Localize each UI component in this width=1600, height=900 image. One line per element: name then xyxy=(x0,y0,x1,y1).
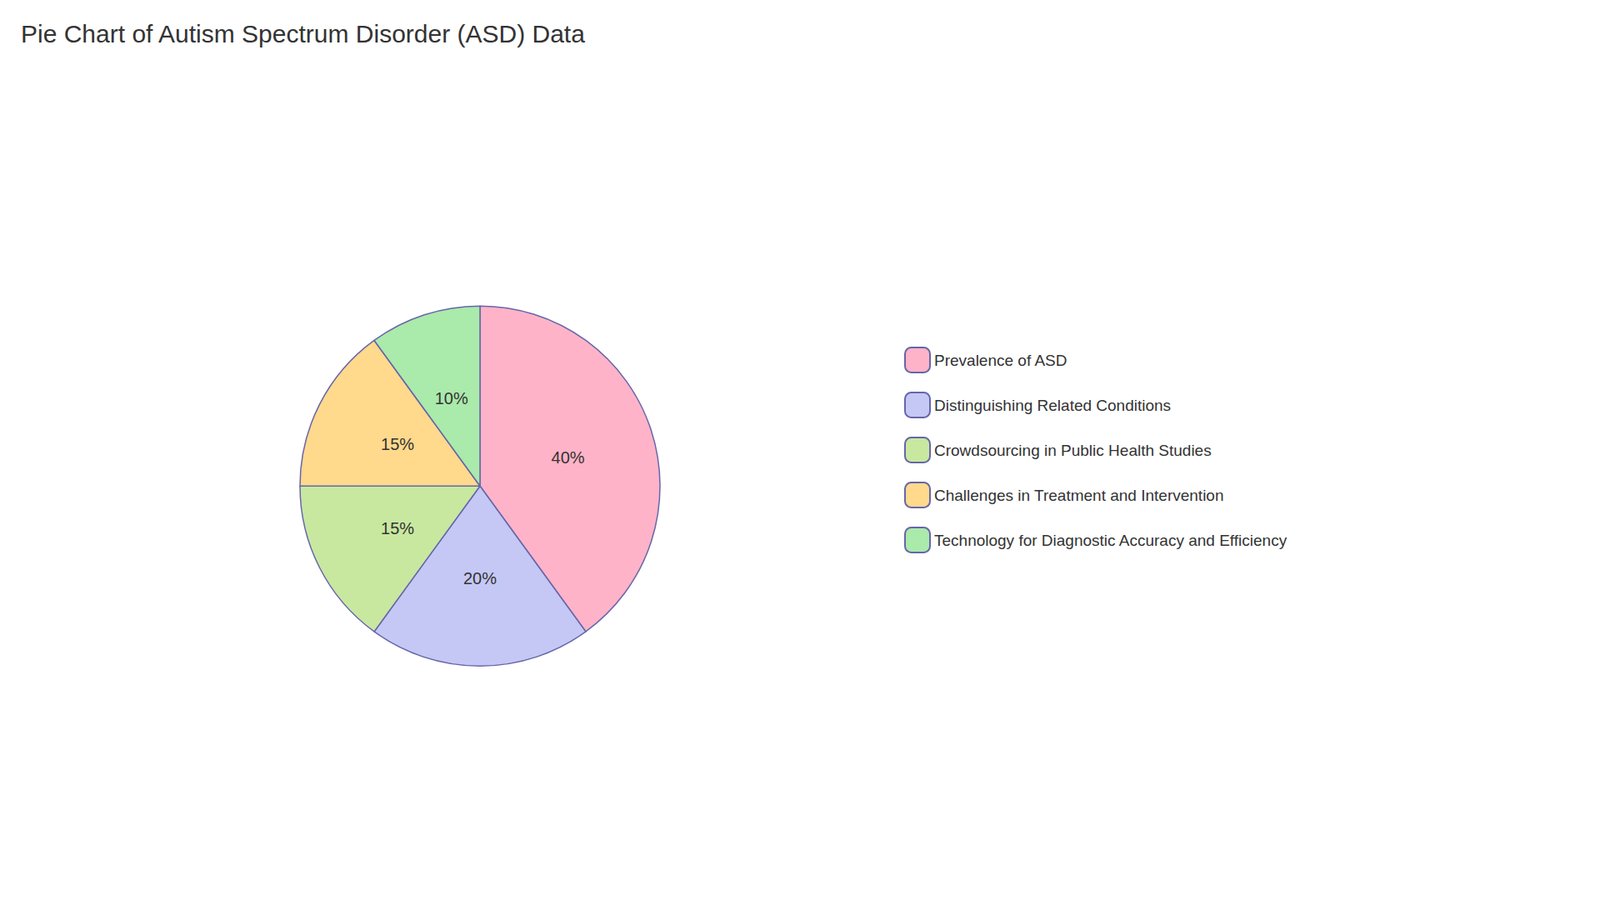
svg-text:15%: 15% xyxy=(380,519,415,538)
svg-text:Crowdsourcing in Public Health: Crowdsourcing in Public Health Studies xyxy=(934,441,1212,460)
svg-text:Pie Chart of Autism Spectrum D: Pie Chart of Autism Spectrum Disorder (A… xyxy=(20,20,585,48)
svg-text:10%: 10% xyxy=(435,389,469,408)
svg-text:15%: 15% xyxy=(380,435,415,454)
svg-text:Prevalence of ASD: Prevalence of ASD xyxy=(934,351,1067,370)
svg-text:Distinguishing Related Conditi: Distinguishing Related Conditions xyxy=(934,396,1171,415)
svg-text:20%: 20% xyxy=(463,569,497,588)
svg-text:Technology for Diagnostic Accu: Technology for Diagnostic Accuracy and E… xyxy=(934,531,1288,550)
svg-text:Challenges in Treatment and In: Challenges in Treatment and Intervention xyxy=(934,486,1225,505)
svg-text:40%: 40% xyxy=(551,448,585,467)
